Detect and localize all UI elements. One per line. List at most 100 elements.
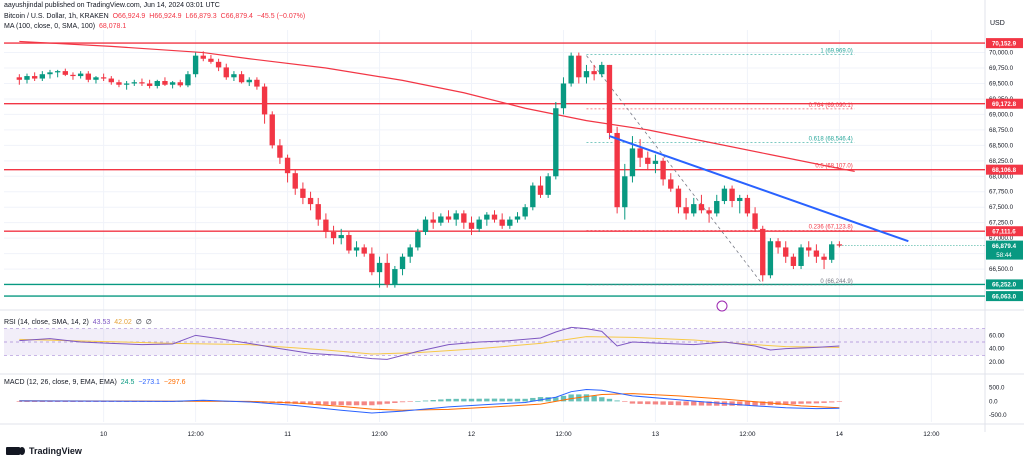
x-label-4: 12 [468,431,476,438]
macd-hist-72 [568,394,574,402]
macd-hist-64 [507,398,513,402]
macd-hist-47 [376,401,383,405]
candle-body-67 [530,185,536,208]
y-tick-9: 67,750.0 [989,189,1014,196]
symbol-name[interactable]: Bitcoin / U.S. Dollar, 1h, KRAKEN [4,13,109,20]
macd-hist-46 [369,401,375,406]
level-badge-2 [986,164,1023,175]
rsi-legend[interactable]: RSI (14, close, SMA, 14, 2) 43.53 42.02 … [4,318,154,326]
rsi-label[interactable]: RSI (14, close, SMA, 14, 2) [4,319,89,326]
x-label-8: 14 [836,431,844,438]
ma-legend[interactable]: MA (100, close, 0, SMA, 100) 68,078.1 [4,23,128,30]
grid [0,0,1024,432]
candle-body-97 [760,228,766,276]
macd-hist-67 [530,397,536,402]
time-axis[interactable]: 10 12:00 11 12:00 12 12:00 13 12:00 14 12:00 [100,431,940,438]
y-tick-12: 67,000.0 [989,235,1014,242]
candle-body-33 [269,114,275,146]
candle-body-46 [369,253,375,273]
macd-hist-80 [629,401,636,404]
publish-info-text: aayushjindal published on TradingView.co… [4,2,220,9]
macd-hist-38 [307,401,314,405]
macd-hist-42 [338,401,344,406]
macd-hist-89 [698,401,705,406]
candle-body-38 [307,197,314,205]
ma-layer [19,40,855,173]
macd-hist-37 [300,401,306,405]
candle-body-37 [300,188,306,198]
ma-label[interactable]: MA (100, close, 0, SMA, 100) [4,23,96,30]
candle-body-28 [231,74,237,78]
ohlc-close: C66,879.4 [220,13,253,20]
macd-hist-62 [491,398,498,402]
macd-hist-86 [675,401,682,406]
macd-hist-75 [591,395,597,402]
candle-body-65 [514,216,521,220]
candle-body-66 [522,207,528,217]
macd-hist-8 [77,401,84,402]
fib-label-2: 0.618 (68,546.4) [809,136,853,142]
macd-hist-1 [24,401,30,402]
candle-body-60 [476,219,482,229]
candle-body-21 [177,82,183,86]
symbol-legend[interactable]: Bitcoin / U.S. Dollar, 1h, KRAKEN O66,92… [4,13,307,20]
macd-legend[interactable]: MACD (12, 26, close, 9, EMA, EMA) 24.5 −… [4,379,188,386]
candle-body-88 [691,204,697,214]
macd-hist-77 [606,398,613,402]
macd-hist-55 [438,399,444,402]
macd-hist-88 [691,401,697,406]
macd-hist-5 [54,401,61,402]
macd-tick-0: 500.0 [989,385,1005,392]
candle-body-13 [116,82,122,85]
candle-body-52 [415,231,421,248]
y-tick-1: 69,750.0 [989,65,1014,72]
candle-body-93 [729,188,735,202]
macd-hist-66 [522,398,528,402]
candle-body-9 [85,73,91,80]
candle-body-24 [200,55,206,59]
macd-hist-41 [330,401,337,406]
candle-body-103 [806,247,812,251]
candle-body-14 [123,83,130,85]
candle-body-78 [614,132,620,208]
macd-hist-39 [315,401,321,405]
macd-hist-6 [62,401,68,402]
level-badge-0 [986,38,1023,49]
price-axis[interactable]: 70,000.069,750.069,500.069,250.069,000.0… [986,38,1023,419]
candle-body-62 [491,214,498,220]
fib-label-5: 0 (66,244.9) [820,279,852,285]
candle-body-12 [108,78,114,83]
candle-body-27 [223,67,229,78]
candle-body-101 [790,256,797,266]
macd-hist-106 [829,401,835,403]
macd-hist-51 [407,401,413,402]
candle-body-50 [399,256,406,270]
candle-body-61 [484,214,490,220]
rsi-value-3: ∅ [135,319,142,326]
candle-body-26 [215,61,222,68]
x-label-7: 12:00 [739,431,756,438]
macd-tick-1: 0.0 [989,398,998,405]
candle-body-59 [468,222,475,229]
tradingview-brand: TradingView [29,446,82,456]
candle-body-91 [714,201,720,214]
macd-label[interactable]: MACD (12, 26, close, 9, EMA, EMA) [4,379,117,386]
level-badge-label-5: 66,063.0 [992,293,1017,300]
rsi-value: 43.53 [92,319,111,326]
x-label-1: 12:00 [187,431,204,438]
x-label-0: 10 [100,431,108,438]
y-tick-2: 69,500.0 [989,80,1014,87]
candle-body-29 [238,74,245,83]
candle-body-76 [599,64,605,75]
macd-hist-69 [545,397,551,402]
candle-body-85 [668,179,674,189]
level-badge-label-4: 66,252.0 [992,282,1017,289]
candle-body-30 [246,79,252,83]
tradingview-logo[interactable]: TradingView [6,446,82,456]
candle-body-47 [376,262,383,273]
candle-body-22 [185,74,191,86]
level-badge-label-1: 69,172.8 [992,101,1017,108]
candle-body-44 [353,247,360,251]
